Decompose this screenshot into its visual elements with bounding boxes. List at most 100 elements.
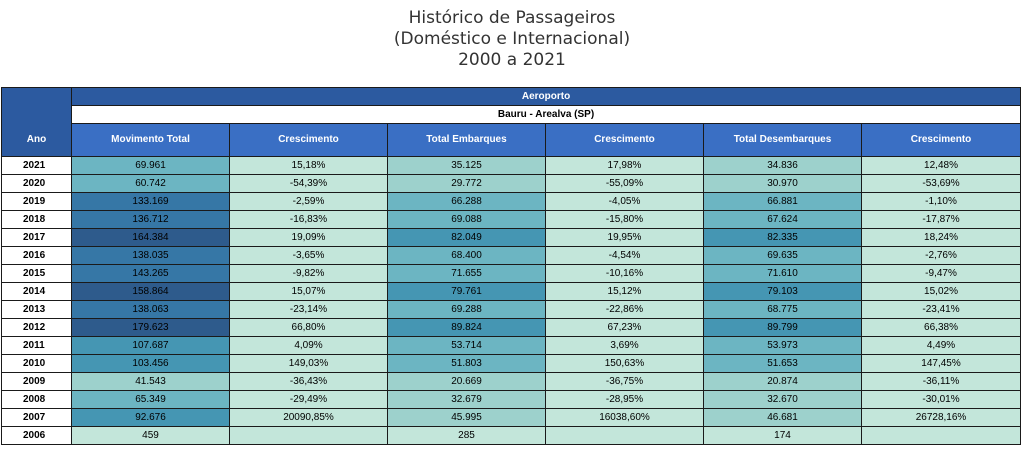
column-header-total-embarques: Total Embarques — [387, 123, 546, 157]
movimento-total-cell: 459 — [71, 426, 230, 445]
year-cell: 2007 — [1, 408, 72, 427]
crescimento-total-cell: -23,14% — [229, 300, 388, 319]
desembarques-cell: 79.103 — [703, 282, 862, 301]
crescimento-desembarques-cell: 147,45% — [860, 354, 1022, 373]
crescimento-embarques-cell: 67,23% — [545, 318, 704, 337]
movimento-total-cell: 41.543 — [71, 372, 230, 391]
embarques-cell: 71.655 — [387, 264, 546, 283]
crescimento-desembarques-cell: -1,10% — [860, 192, 1022, 211]
crescimento-total-cell: -16,83% — [229, 210, 388, 229]
airport-name-header: Bauru - Arealva (SP) — [70, 105, 1022, 124]
embarques-cell: 45.995 — [387, 408, 546, 427]
crescimento-embarques-cell: 3,69% — [545, 336, 704, 355]
crescimento-desembarques-cell: 12,48% — [860, 156, 1022, 175]
year-cell: 2008 — [1, 390, 72, 409]
crescimento-total-cell: -3,65% — [229, 246, 388, 265]
crescimento-embarques-cell — [545, 426, 704, 445]
table-row: 2009 41.543 -36,43% 20.669 -36,75% 20.874 -36,… — [1, 372, 1022, 391]
crescimento-total-cell: -36,43% — [229, 372, 388, 391]
embarques-cell: 35.125 — [387, 156, 546, 175]
group-header-aeroporto: Aeroporto — [70, 87, 1022, 106]
crescimento-embarques-cell: -28,95% — [545, 390, 704, 409]
movimento-total-cell: 65.349 — [71, 390, 230, 409]
table-row: 2012 179.623 66,80% 89.824 67,23% 89.799 66,38… — [1, 318, 1022, 337]
crescimento-embarques-cell: 150,63% — [545, 354, 704, 373]
desembarques-cell: 71.610 — [703, 264, 862, 283]
column-header-crescimento-desembarques: Crescimento — [860, 123, 1022, 157]
crescimento-desembarques-cell: -36,11% — [860, 372, 1022, 391]
desembarques-cell: 68.775 — [703, 300, 862, 319]
table-row: 2011 107.687 4,09% 53.714 3,69% 53.973 4,49% — [1, 336, 1022, 355]
column-header-movimento-total: Movimento Total — [71, 123, 230, 157]
table-row: 2021 69.961 15,18% 35.125 17,98% 34.836 12,48% — [1, 156, 1022, 175]
table-row: 2010 103.456 149,03% 51.803 150,63% 51.653 147… — [1, 354, 1022, 373]
column-header-crescimento-total: Crescimento — [229, 123, 388, 157]
movimento-total-cell: 92.676 — [71, 408, 230, 427]
year-cell: 2009 — [1, 372, 72, 391]
movimento-total-cell: 133.169 — [71, 192, 230, 211]
movimento-total-cell: 158.864 — [71, 282, 230, 301]
movimento-total-cell: 164.384 — [71, 228, 230, 247]
passenger-history-table: Ano Aeroporto Bauru - Arealva (SP) Movim… — [1, 87, 1022, 445]
crescimento-total-cell: 20090,85% — [229, 408, 388, 427]
movimento-total-cell: 69.961 — [71, 156, 230, 175]
table-row: 2016 138.035 -3,65% 68.400 -4,54% 69.635 -2,76… — [1, 246, 1022, 265]
column-header-total-desembarques: Total Desembarques — [703, 123, 862, 157]
crescimento-total-cell: -9,82% — [229, 264, 388, 283]
year-cell: 2011 — [1, 336, 72, 355]
year-cell: 2019 — [1, 192, 72, 211]
embarques-cell: 51.803 — [387, 354, 546, 373]
movimento-total-cell: 138.035 — [71, 246, 230, 265]
embarques-cell: 53.714 — [387, 336, 546, 355]
embarques-cell: 20.669 — [387, 372, 546, 391]
crescimento-total-cell: 149,03% — [229, 354, 388, 373]
crescimento-total-cell: -2,59% — [229, 192, 388, 211]
crescimento-embarques-cell: -36,75% — [545, 372, 704, 391]
crescimento-desembarques-cell — [860, 426, 1022, 445]
crescimento-embarques-cell: 17,98% — [545, 156, 704, 175]
crescimento-desembarques-cell: -17,87% — [860, 210, 1022, 229]
crescimento-total-cell: 15,18% — [229, 156, 388, 175]
crescimento-desembarques-cell: -23,41% — [860, 300, 1022, 319]
embarques-cell: 69.088 — [387, 210, 546, 229]
title-line-1: Histórico de Passageiros — [408, 8, 616, 28]
movimento-total-cell: 103.456 — [71, 354, 230, 373]
title-line-3: 2000 a 2021 — [458, 50, 566, 70]
year-cell: 2010 — [1, 354, 72, 373]
table-row: 2018 136.712 -16,83% 69.088 -15,80% 67.624 -17… — [1, 210, 1022, 229]
crescimento-embarques-cell: -10,16% — [545, 264, 704, 283]
movimento-total-cell: 60.742 — [71, 174, 230, 193]
crescimento-desembarques-cell: 4,49% — [860, 336, 1022, 355]
desembarques-cell: 32.670 — [703, 390, 862, 409]
crescimento-desembarques-cell: 18,24% — [860, 228, 1022, 247]
movimento-total-cell: 136.712 — [71, 210, 230, 229]
table-row: 2007 92.676 20090,85% 45.995 16038,60% 46.681… — [1, 408, 1022, 427]
year-column-header: Ano — [1, 87, 72, 157]
crescimento-embarques-cell: -4,05% — [545, 192, 704, 211]
table-row: 2020 60.742 -54,39% 29.772 -55,09% 30.970 -53,… — [1, 174, 1022, 193]
crescimento-total-cell: -29,49% — [229, 390, 388, 409]
crescimento-total-cell: 15,07% — [229, 282, 388, 301]
table-row: 2015 143.265 -9,82% 71.655 -10,16% 71.610 -9,4… — [1, 264, 1022, 283]
desembarques-cell: 89.799 — [703, 318, 862, 337]
embarques-cell: 29.772 — [387, 174, 546, 193]
crescimento-total-cell: 66,80% — [229, 318, 388, 337]
movimento-total-cell: 138.063 — [71, 300, 230, 319]
year-cell: 2013 — [1, 300, 72, 319]
table-row: 2014 158.864 15,07% 79.761 15,12% 79.103 15,02… — [1, 282, 1022, 301]
desembarques-cell: 82.335 — [703, 228, 862, 247]
crescimento-embarques-cell: 19,95% — [545, 228, 704, 247]
movimento-total-cell: 179.623 — [71, 318, 230, 337]
embarques-cell: 79.761 — [387, 282, 546, 301]
embarques-cell: 89.824 — [387, 318, 546, 337]
embarques-cell: 69.288 — [387, 300, 546, 319]
desembarques-cell: 53.973 — [703, 336, 862, 355]
crescimento-desembarques-cell: -9,47% — [860, 264, 1022, 283]
embarques-cell: 66.288 — [387, 192, 546, 211]
embarques-cell: 285 — [387, 426, 546, 445]
crescimento-desembarques-cell: 26728,16% — [860, 408, 1022, 427]
crescimento-embarques-cell: 15,12% — [545, 282, 704, 301]
crescimento-embarques-cell: -4,54% — [545, 246, 704, 265]
crescimento-desembarques-cell: 66,38% — [860, 318, 1022, 337]
crescimento-embarques-cell: 16038,60% — [545, 408, 704, 427]
